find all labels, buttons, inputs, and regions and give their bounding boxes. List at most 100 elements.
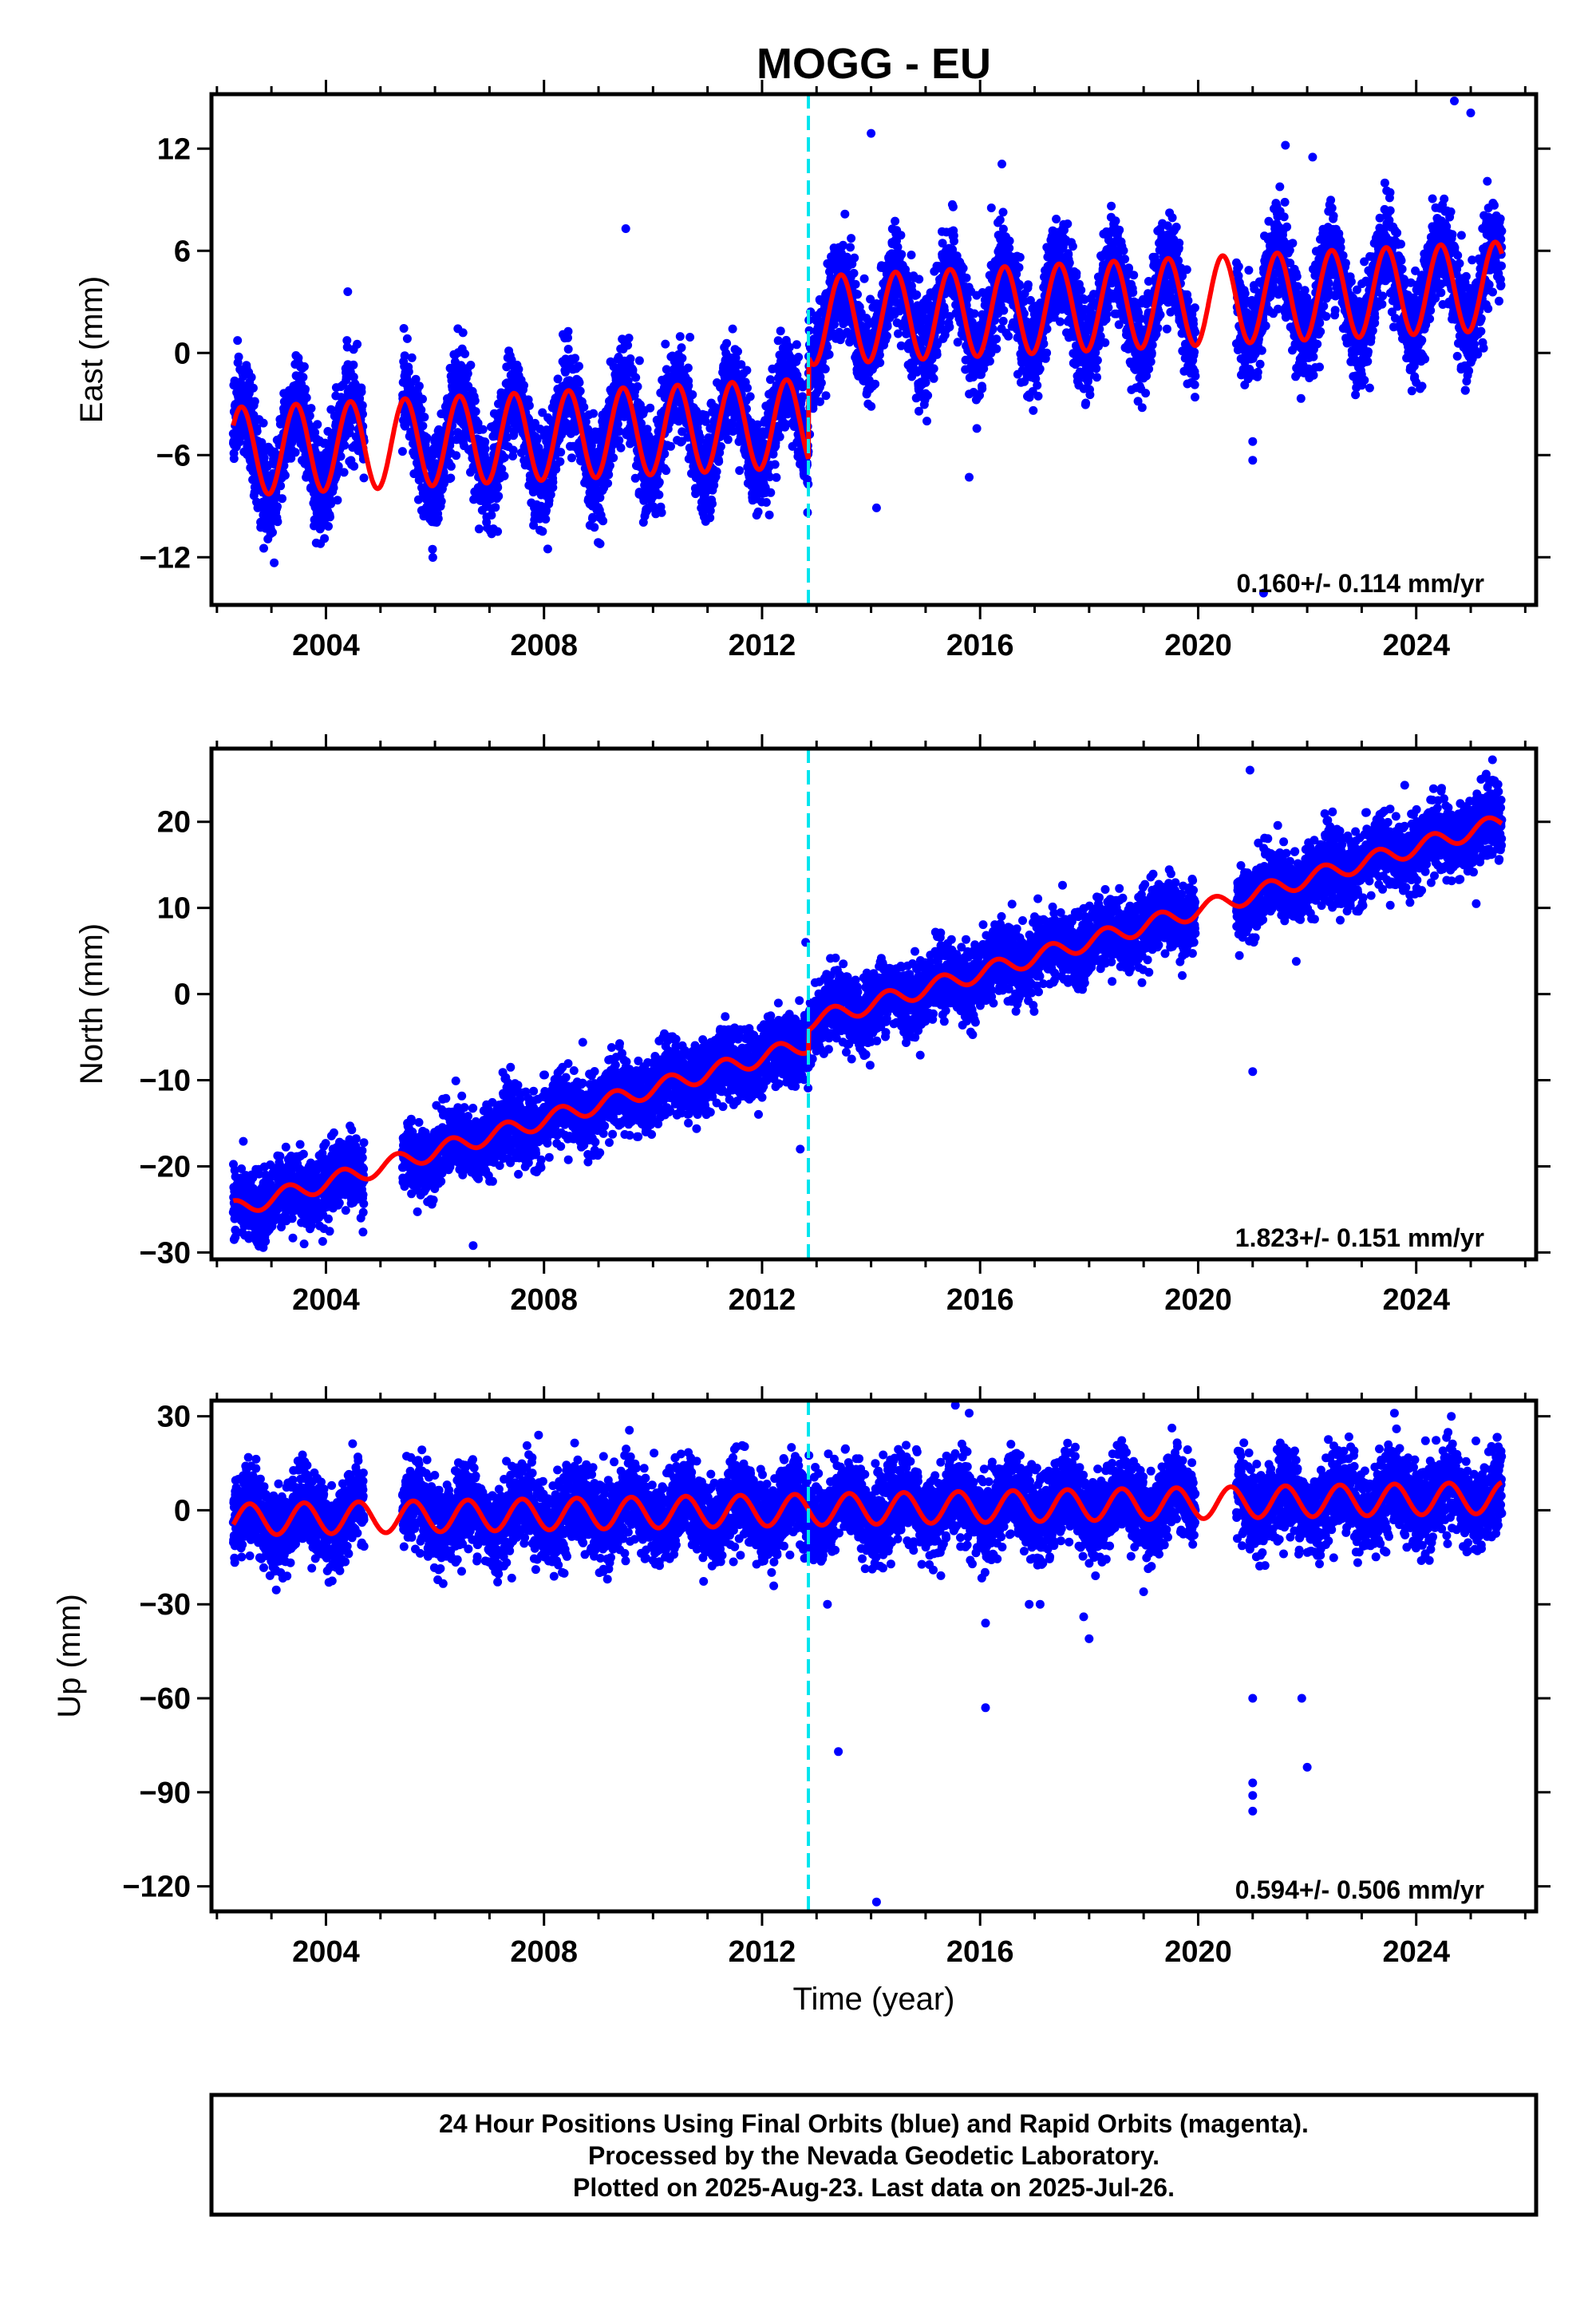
east-data-point — [276, 481, 286, 491]
east-data-point — [452, 451, 461, 460]
east-data-point — [958, 263, 968, 273]
east-data-point — [657, 508, 666, 517]
east-data-point — [280, 471, 290, 480]
east-data-point — [986, 204, 996, 212]
east-data-point — [929, 364, 938, 373]
east-data-point — [458, 328, 468, 338]
east-data-point — [538, 527, 547, 536]
east-data-point — [875, 358, 885, 367]
east-data-point — [491, 503, 500, 512]
east-data-point — [422, 433, 432, 443]
east-data-point — [626, 354, 635, 363]
east-data-point — [259, 543, 268, 553]
east-data-point — [798, 392, 808, 401]
east-data-point — [252, 426, 262, 436]
east-data-points — [228, 97, 1507, 598]
east-data-point — [742, 366, 752, 375]
east-data-point — [998, 224, 1008, 234]
east-data-point — [306, 404, 316, 413]
east-data-point — [270, 558, 279, 567]
east-data-point — [333, 496, 342, 505]
east-data-point — [646, 403, 655, 413]
east-data-point — [273, 502, 282, 512]
east-data-point — [766, 488, 776, 497]
east-data-point — [921, 377, 930, 387]
east-data-point — [688, 390, 697, 399]
east-data-point — [945, 322, 954, 332]
east-data-point — [342, 336, 352, 346]
east-data-point — [992, 334, 1001, 344]
east-data-point — [418, 394, 427, 404]
east-data-point — [493, 483, 503, 492]
east-data-point — [446, 473, 456, 483]
east-data-point — [972, 424, 982, 433]
east-data-point — [508, 445, 518, 455]
east-data-point — [326, 499, 336, 508]
east-data-point — [500, 471, 509, 480]
east-data-point — [915, 275, 924, 284]
east-data-point — [487, 511, 496, 520]
east-data-point — [609, 453, 618, 463]
east-data-point — [473, 418, 483, 428]
east-data-point — [514, 365, 523, 374]
east-data-point — [563, 326, 573, 336]
east-data-point — [324, 522, 333, 531]
east-data-point — [929, 373, 938, 383]
east-data-point — [323, 427, 333, 436]
chart-title: MOGG - EU — [757, 40, 991, 88]
east-data-point — [853, 290, 862, 299]
east-data-point — [339, 468, 349, 477]
east-data-point — [357, 387, 366, 397]
east-data-point — [723, 435, 733, 445]
east-data-point — [683, 363, 693, 373]
east-data-point — [684, 381, 693, 390]
east-data-point — [733, 346, 742, 356]
east-data-point — [349, 372, 358, 381]
east-data-point — [773, 336, 783, 346]
east-data-point — [605, 460, 614, 470]
east-data-point — [654, 477, 664, 487]
east-data-point — [712, 467, 721, 476]
east-data-point — [907, 251, 916, 259]
east-data-point — [985, 357, 994, 366]
east-data-point — [340, 441, 350, 450]
east-data-point — [411, 374, 421, 384]
east-data-point — [923, 391, 933, 400]
east-data-point — [460, 349, 470, 358]
east-data-point — [543, 544, 552, 554]
east-data-point — [775, 432, 784, 441]
east-data-point — [326, 512, 334, 522]
east-data-point — [247, 373, 256, 382]
east-data-point — [896, 231, 906, 240]
east-data-point — [816, 378, 826, 388]
east-data-point — [480, 445, 490, 454]
east-data-point — [413, 495, 423, 504]
east-data-point — [359, 473, 369, 483]
east-data-point — [685, 333, 695, 342]
east-data-point — [349, 360, 358, 370]
east-data-point — [992, 344, 1001, 354]
east-data-point — [503, 424, 512, 433]
east-data-point — [950, 236, 958, 246]
east-data-point — [519, 381, 528, 390]
east-data-point — [417, 405, 426, 415]
east-data-point — [350, 461, 359, 471]
east-data-point — [948, 202, 958, 211]
east-data-point — [824, 350, 834, 359]
east-data-point — [452, 435, 461, 445]
east-data-point — [567, 453, 576, 463]
east-plot-area — [228, 94, 1507, 605]
east-data-point — [420, 413, 429, 422]
east-data-point — [894, 329, 903, 338]
east-data-point — [714, 456, 724, 466]
east-data-point — [433, 514, 443, 524]
east-data-point — [548, 477, 558, 487]
east-data-point — [764, 510, 774, 520]
east-data-point — [470, 396, 480, 405]
east-data-point — [1005, 236, 1014, 246]
east-data-point — [970, 309, 979, 318]
east-data-point — [661, 339, 670, 349]
east-data-point — [336, 452, 346, 461]
east-data-point — [821, 391, 831, 401]
east-data-point — [770, 460, 780, 469]
